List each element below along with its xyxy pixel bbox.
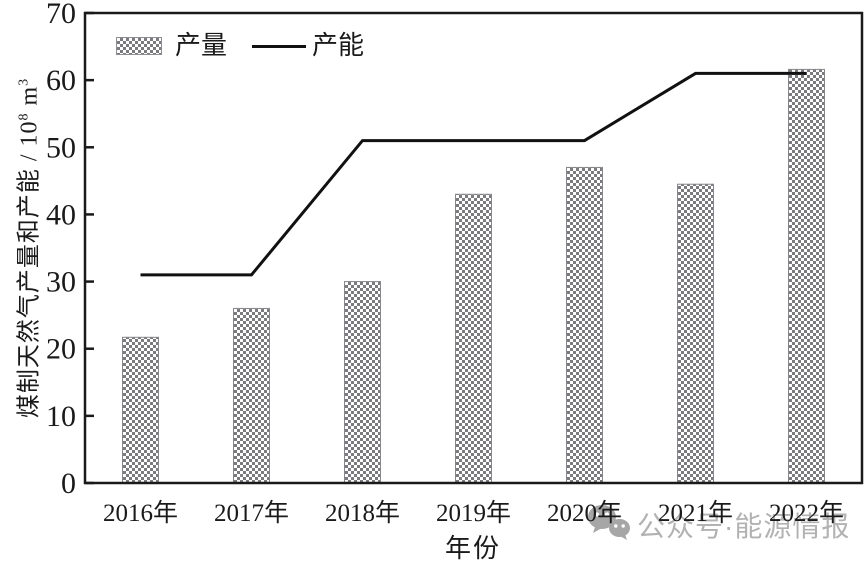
legend-label-production: 产量 [175,31,228,60]
legend-line-capacity [252,44,307,48]
y-tick-label: 0 [61,467,76,500]
y-tick-label: 10 [46,400,76,433]
x-tick-label: 2017年 [214,499,289,527]
bar-2017年 [233,307,270,484]
y-tick-label: 50 [46,131,76,164]
x-tick-label: 2021年 [658,499,733,527]
bar-2020年 [566,166,603,484]
legend-label-capacity: 产能 [312,31,365,60]
x-tick-label: 2020年 [547,499,622,527]
bar-2018年 [344,281,381,484]
x-tick-label: 2016年 [103,499,178,527]
bar-2022年 [788,68,825,484]
legend-swatch-production [116,37,162,55]
x-tick-label: 2019年 [436,499,511,527]
bar-2019年 [455,193,492,484]
watermark: 公众号·能源情报 [586,502,850,547]
legend: 产量 产能 [116,31,365,60]
y-tick-label: 30 [46,266,76,299]
y-axis-title-main: 煤制天然气产量和产能 / 10 [16,120,43,419]
capacity-line [140,71,807,277]
y-tick-label: 20 [46,333,76,366]
x-axis-title: 年份 [444,534,502,563]
plot-frame [83,11,864,485]
y-axis-title-unit-exp: 3 [16,77,32,86]
y-tick-label: 40 [46,198,76,231]
y-tick-label: 60 [46,64,76,97]
y-axis-title-unit: m [16,85,43,113]
wechat-icon [586,502,632,547]
y-axis-title: 煤制天然气产量和产能 / 108 m3 [9,78,44,418]
watermark-text: 公众号·能源情报 [637,510,851,542]
bar-2021年 [677,183,714,484]
x-tick-label: 2018年 [325,499,400,527]
y-axis-title-exp: 8 [16,112,32,121]
x-tick-label: 2022年 [769,499,844,527]
y-tick-label: 70 [46,0,76,30]
bar-2016年 [122,336,159,484]
